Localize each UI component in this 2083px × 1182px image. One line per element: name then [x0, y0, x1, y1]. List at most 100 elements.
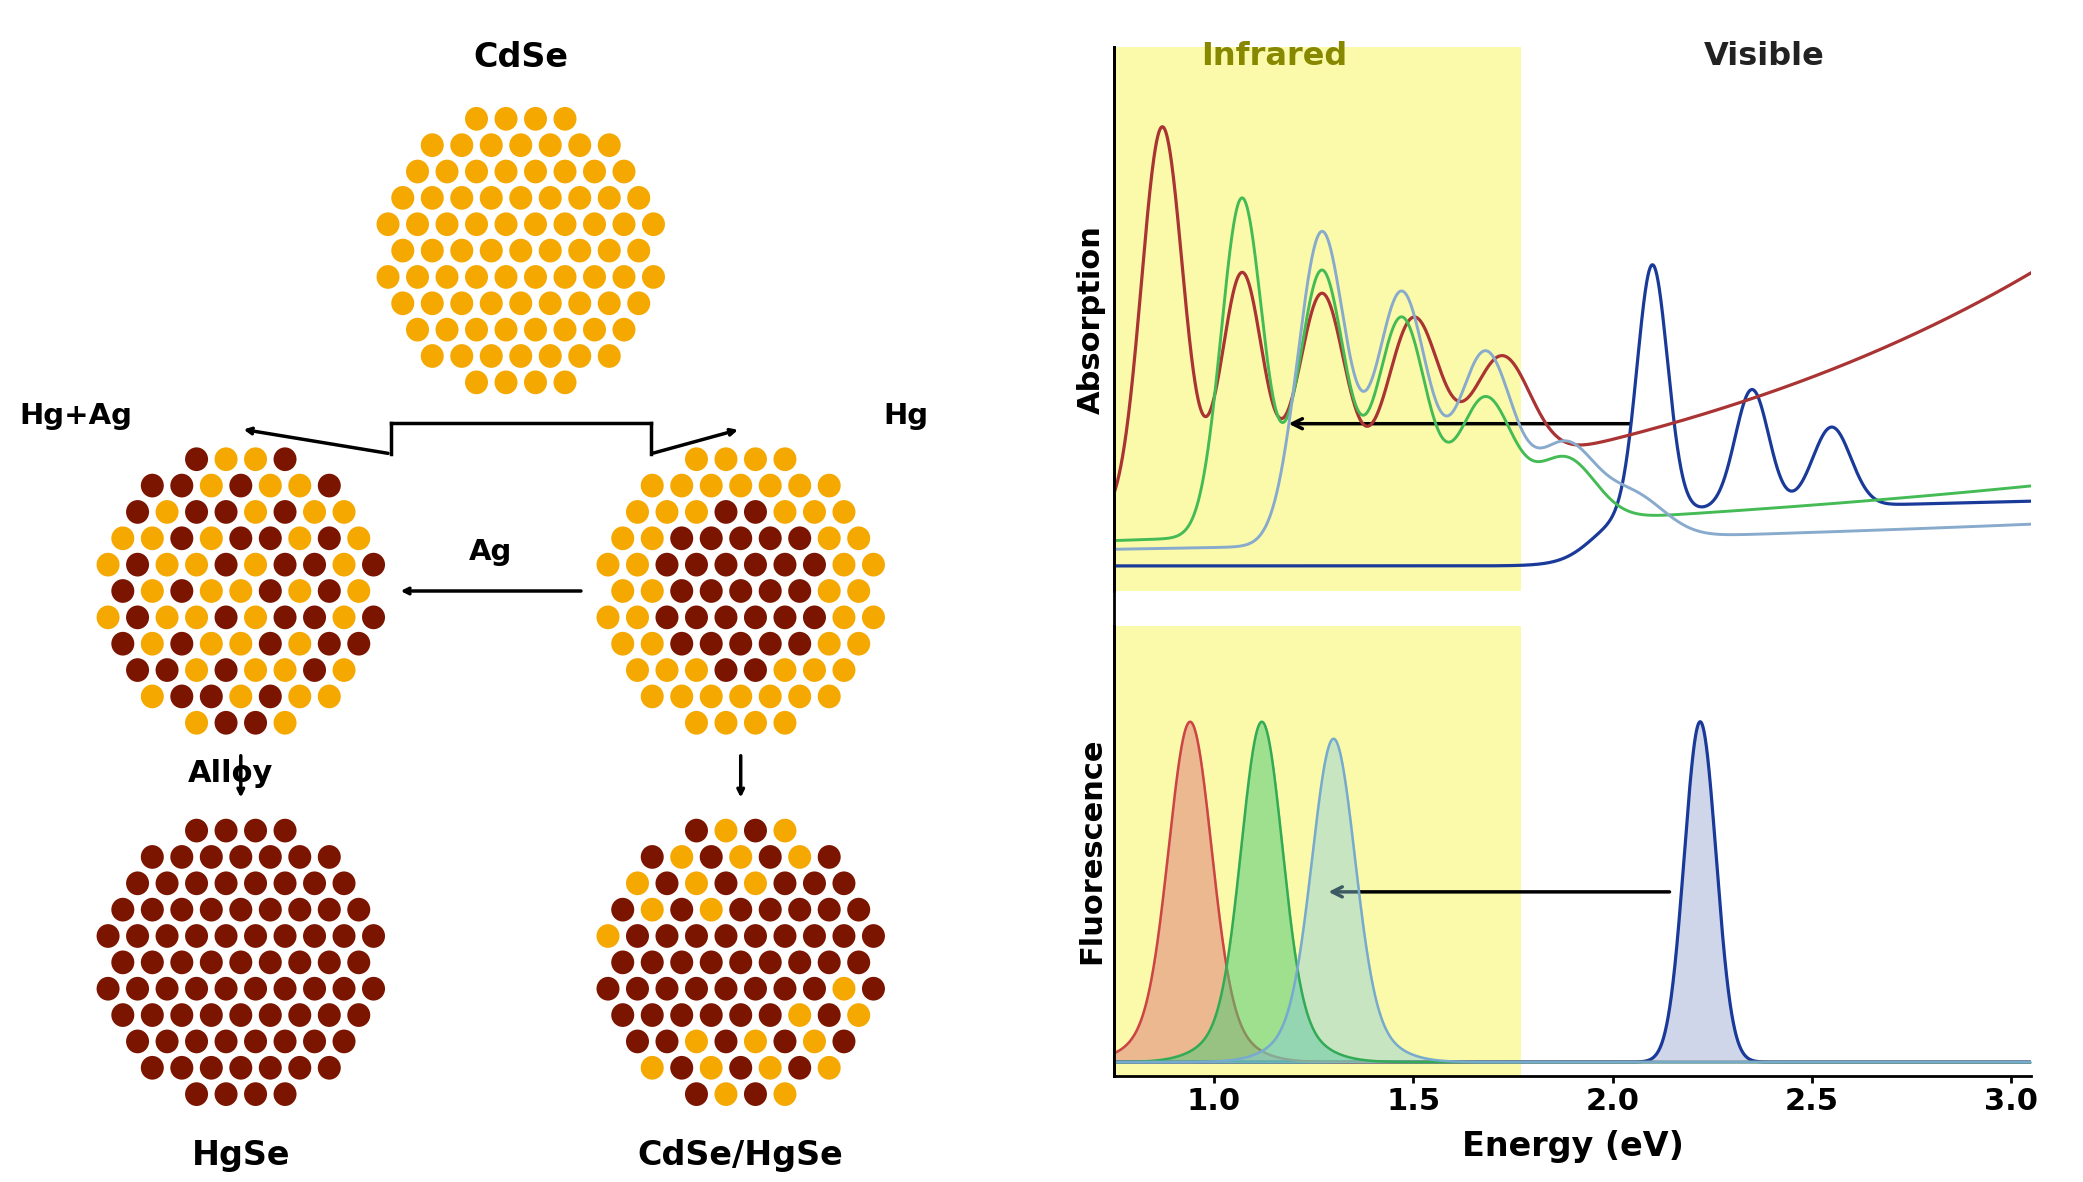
Circle shape	[802, 658, 827, 682]
Circle shape	[333, 871, 356, 895]
Circle shape	[848, 579, 871, 603]
Circle shape	[714, 710, 737, 735]
Circle shape	[110, 950, 133, 974]
Circle shape	[273, 710, 296, 735]
Circle shape	[494, 213, 517, 236]
Circle shape	[156, 976, 179, 1001]
Circle shape	[127, 500, 150, 524]
Circle shape	[348, 898, 371, 922]
Circle shape	[450, 344, 473, 368]
Circle shape	[671, 526, 694, 550]
Circle shape	[508, 134, 533, 157]
Bar	[1114, 626, 1521, 1076]
Circle shape	[229, 898, 252, 922]
Circle shape	[685, 500, 708, 524]
Circle shape	[685, 553, 708, 577]
Circle shape	[819, 579, 842, 603]
Circle shape	[319, 632, 342, 656]
Circle shape	[642, 265, 664, 288]
Circle shape	[142, 1056, 165, 1079]
Circle shape	[287, 1004, 310, 1027]
Circle shape	[333, 1030, 356, 1053]
Circle shape	[494, 106, 517, 131]
Circle shape	[596, 976, 619, 1001]
Circle shape	[569, 344, 592, 368]
Circle shape	[392, 239, 415, 262]
Circle shape	[642, 632, 664, 656]
Circle shape	[333, 924, 356, 948]
Circle shape	[302, 924, 327, 948]
Circle shape	[714, 1083, 737, 1106]
Circle shape	[319, 1056, 342, 1079]
Circle shape	[185, 658, 208, 682]
Circle shape	[612, 160, 635, 183]
Circle shape	[96, 924, 119, 948]
Circle shape	[244, 819, 267, 843]
Circle shape	[258, 579, 281, 603]
Circle shape	[127, 1030, 150, 1053]
Circle shape	[508, 292, 533, 316]
Circle shape	[744, 500, 767, 524]
Circle shape	[185, 500, 208, 524]
Circle shape	[758, 684, 781, 708]
Circle shape	[729, 579, 752, 603]
Circle shape	[142, 898, 165, 922]
Circle shape	[610, 526, 633, 550]
Circle shape	[200, 950, 223, 974]
Circle shape	[333, 553, 356, 577]
Circle shape	[127, 658, 150, 682]
Circle shape	[656, 924, 679, 948]
Circle shape	[479, 239, 502, 262]
Circle shape	[554, 318, 577, 342]
Circle shape	[671, 632, 694, 656]
Circle shape	[596, 553, 619, 577]
Circle shape	[758, 1004, 781, 1027]
Circle shape	[773, 447, 796, 472]
Circle shape	[685, 447, 708, 472]
Circle shape	[671, 474, 694, 498]
Circle shape	[185, 924, 208, 948]
Circle shape	[362, 605, 385, 629]
Circle shape	[319, 579, 342, 603]
Circle shape	[215, 553, 237, 577]
Circle shape	[819, 474, 842, 498]
Circle shape	[494, 160, 517, 183]
Circle shape	[244, 658, 267, 682]
Circle shape	[744, 924, 767, 948]
Circle shape	[671, 579, 694, 603]
Circle shape	[758, 579, 781, 603]
Circle shape	[642, 898, 664, 922]
Circle shape	[185, 871, 208, 895]
Circle shape	[642, 579, 664, 603]
Circle shape	[244, 871, 267, 895]
Circle shape	[819, 1056, 842, 1079]
Circle shape	[406, 213, 429, 236]
Circle shape	[287, 898, 310, 922]
Circle shape	[200, 684, 223, 708]
Circle shape	[598, 186, 621, 209]
Text: Alloy: Alloy	[187, 759, 273, 788]
Circle shape	[142, 579, 165, 603]
Circle shape	[127, 976, 150, 1001]
Circle shape	[273, 658, 296, 682]
Circle shape	[714, 924, 737, 948]
Circle shape	[758, 950, 781, 974]
Circle shape	[773, 871, 796, 895]
Circle shape	[508, 239, 533, 262]
Circle shape	[435, 265, 458, 288]
Circle shape	[610, 579, 633, 603]
Circle shape	[185, 1083, 208, 1106]
Circle shape	[142, 950, 165, 974]
Text: CdSe/HgSe: CdSe/HgSe	[637, 1138, 844, 1171]
Circle shape	[773, 976, 796, 1001]
Circle shape	[450, 186, 473, 209]
Circle shape	[273, 447, 296, 472]
Circle shape	[773, 819, 796, 843]
Circle shape	[258, 684, 281, 708]
Circle shape	[787, 898, 810, 922]
Circle shape	[554, 265, 577, 288]
Circle shape	[773, 500, 796, 524]
Circle shape	[802, 871, 827, 895]
Circle shape	[525, 370, 548, 395]
Circle shape	[819, 684, 842, 708]
